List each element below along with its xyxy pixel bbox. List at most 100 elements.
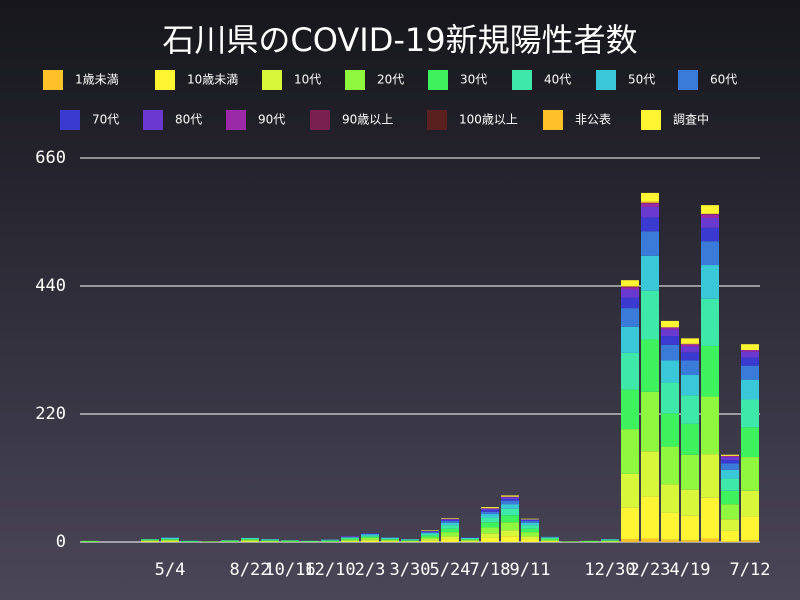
bar-segment xyxy=(281,540,299,541)
legend-swatch xyxy=(428,70,448,90)
bar-segment xyxy=(641,255,659,291)
bar-segment xyxy=(701,538,719,542)
bar-segment xyxy=(661,413,679,447)
x-tick-label: 5/24 xyxy=(430,560,471,580)
bar-segment xyxy=(481,511,499,515)
bar-segment xyxy=(701,205,719,214)
bar-segment xyxy=(741,357,759,366)
bar-segment xyxy=(741,540,759,542)
bar-segment xyxy=(221,541,239,542)
bar-segment xyxy=(661,446,679,485)
bar-segment xyxy=(141,539,159,541)
bar-segment xyxy=(241,539,259,540)
legend-swatch xyxy=(155,70,175,90)
bar-segment xyxy=(161,537,179,538)
bar-segment xyxy=(181,540,199,542)
bar-segment xyxy=(681,515,699,541)
x-tick-label: 10/16 xyxy=(264,560,315,580)
legend-label: 1歳未満 xyxy=(75,73,119,87)
legend-label: 90歳以上 xyxy=(342,113,393,127)
bar-segment xyxy=(221,540,239,542)
legend-swatch xyxy=(427,110,447,130)
legend-swatch xyxy=(43,70,63,90)
bar-segment xyxy=(501,498,519,501)
legend-swatch xyxy=(60,110,80,130)
legend-label: 90代 xyxy=(258,113,285,127)
legend-label: 50代 xyxy=(628,73,655,87)
bar-segment xyxy=(421,530,439,531)
bar-segment xyxy=(681,352,699,361)
bar-segment xyxy=(401,539,419,540)
bar-segment xyxy=(321,540,339,542)
bar-segment xyxy=(681,454,699,490)
x-tick-label: 2/3 xyxy=(355,560,386,580)
bar-segment xyxy=(521,522,539,526)
bar-segment xyxy=(501,495,519,497)
bar-segment xyxy=(521,532,539,537)
bar-segment xyxy=(721,504,739,520)
bar-segment xyxy=(581,540,599,542)
bar-segment xyxy=(261,539,279,541)
x-tick-label: 7/18 xyxy=(470,560,511,580)
bar-segment xyxy=(441,519,459,522)
bar-segment xyxy=(601,540,619,541)
bar-segment xyxy=(501,536,519,542)
bar-segment xyxy=(721,457,739,460)
bar-segment xyxy=(621,297,639,309)
bar-segment xyxy=(601,539,619,541)
bar-segment xyxy=(661,344,679,361)
bar-segment xyxy=(601,539,619,540)
bar-segment xyxy=(341,541,359,542)
bar-segment xyxy=(721,463,739,470)
bar-segment xyxy=(341,538,359,540)
bar-segment xyxy=(741,457,759,491)
bar-segment xyxy=(441,536,459,540)
legend-label: 10代 xyxy=(294,73,321,87)
x-tick-label: 12/10 xyxy=(304,560,355,580)
bar-segment xyxy=(641,206,659,218)
bar-segment xyxy=(541,539,559,541)
legend-label: 60代 xyxy=(710,73,737,87)
bar-segment xyxy=(721,519,739,531)
bar-segment xyxy=(381,537,399,539)
legend-label: 100歳以上 xyxy=(459,113,518,127)
bar-segment xyxy=(261,540,279,542)
bar-segment xyxy=(181,541,199,542)
legend-label: 調査中 xyxy=(673,112,709,127)
bar-segment xyxy=(661,539,679,542)
bar-segment xyxy=(161,539,179,541)
bar-segment xyxy=(241,541,259,542)
bar-segment xyxy=(521,528,539,533)
bar-segment xyxy=(681,343,699,345)
bar-segment xyxy=(461,540,479,542)
bar-segment xyxy=(701,227,719,242)
bar-segment xyxy=(721,469,739,479)
bar-segment xyxy=(641,231,659,256)
y-tick-label: 0 xyxy=(56,532,66,552)
x-tick-label: 9/11 xyxy=(510,560,551,580)
bar-segment xyxy=(361,534,379,536)
legend-label: 20代 xyxy=(377,73,404,87)
bar-segment xyxy=(661,382,679,414)
bar-segment xyxy=(521,518,539,520)
bar-segment xyxy=(441,519,459,520)
legend-swatch xyxy=(345,70,365,90)
bar-segment xyxy=(621,429,639,474)
bar-segment xyxy=(721,455,739,458)
bar-segment xyxy=(321,540,339,541)
bar-segment xyxy=(701,214,719,218)
bar-segment xyxy=(641,451,659,497)
x-tick-label: 4/19 xyxy=(670,560,711,580)
bar-segment xyxy=(641,290,659,340)
bar-segment xyxy=(741,379,759,400)
bar-segment xyxy=(281,541,299,542)
bar-segment xyxy=(481,527,499,534)
bar-segment xyxy=(721,459,739,464)
bar-segment xyxy=(501,504,519,509)
bar-segment xyxy=(401,540,419,542)
x-tick-label: 12/30 xyxy=(584,560,635,580)
legend-label: 70代 xyxy=(92,113,119,127)
bar-segment xyxy=(741,516,759,541)
bar-segment xyxy=(421,540,439,542)
bar-segment xyxy=(481,510,499,512)
